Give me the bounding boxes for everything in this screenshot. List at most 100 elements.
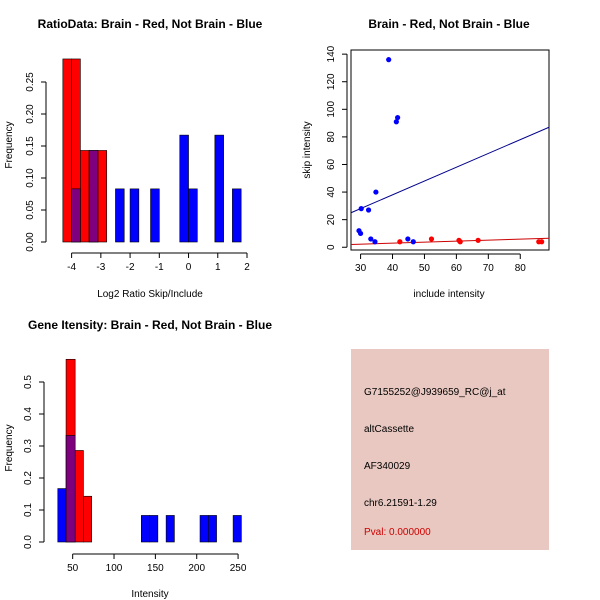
ratio-y-tick-label: 0.00: [25, 232, 36, 252]
intensity-y-tick-label: 0.1: [23, 503, 34, 517]
intensity-bars: [57, 358, 242, 543]
scatter-not-brain-point: [393, 119, 399, 125]
scatter-not-brain-point: [405, 236, 411, 242]
scatter-x-tick-label: 80: [515, 263, 527, 274]
intensity-histogram-panel: Gene Itensity: Brain - Red, Not Brain - …: [4, 318, 272, 600]
ratio-y-tick-label: 0.15: [25, 136, 36, 156]
ratio-not-brain-bar: [232, 188, 242, 243]
scatter-points: [356, 57, 545, 245]
scatter-panel: Brain - Red, Not Brain - Blue include in…: [302, 17, 550, 300]
intensity-x-axis-label: Intensity: [131, 589, 168, 600]
scatter-x-tick-label: 30: [355, 263, 367, 274]
ratio-y-tick-label: 0.20: [25, 104, 36, 124]
scatter-not-brain-point: [368, 236, 374, 242]
scatter-y-tick-label: 140: [326, 45, 337, 62]
ratio-not-brain-bar: [214, 134, 224, 243]
intensity-x-tick-label: 100: [106, 563, 123, 574]
scatter-not-brain-point: [395, 114, 401, 121]
intensity-y-tick-label: 0.3: [23, 439, 34, 453]
ratio-not-brain-bar: [179, 134, 189, 243]
ratio-brain-bar: [80, 150, 90, 243]
intensity-brain-bar: [74, 450, 84, 543]
scatter-x-tick-label: 40: [387, 263, 399, 274]
ratio-not-brain-bar: [129, 188, 140, 243]
scatter-brain-point: [428, 236, 435, 242]
scatter-x-tick-label: 50: [419, 263, 431, 274]
ratio-not-brain-bar: [150, 188, 160, 243]
ratio-x-tick-label: 1: [215, 262, 221, 273]
scatter-not-brain-point: [358, 206, 364, 212]
intensity-overlap-bar: [65, 435, 76, 543]
ratio-x-tick-label: -1: [155, 262, 164, 273]
ratio-y-tick-label: 0.05: [25, 200, 36, 220]
intensity-not-brain-bar: [165, 515, 175, 543]
scatter-brain-fit-line: [350, 237, 550, 245]
intensity-not-brain-bar: [232, 515, 242, 543]
intensity-y-tick-label: 0.2: [23, 471, 34, 485]
location-text: chr6.21591-1.29: [364, 498, 437, 509]
intensity-not-brain-bar: [57, 488, 67, 543]
intensity-not-brain-bar: [149, 515, 159, 543]
ratio-brain-bar: [62, 58, 72, 243]
intensity-not-brain-bar: [141, 515, 150, 543]
intensity-y-tick-label: 0.0: [23, 535, 34, 549]
ratio-x-axis-label: Log2 Ratio Skip/Include: [97, 289, 203, 300]
intensity-not-brain-bar: [199, 515, 209, 543]
event-type-text: altCassette: [364, 424, 415, 435]
pval-text: Pval: 0.000000: [364, 527, 431, 538]
intensity-not-brain-bar: [208, 515, 217, 543]
scatter-y-tick-label: 100: [326, 101, 337, 118]
ratio-axes: -4 -3 -2 -1 0 1 2 0.00 0.05 0.10 0.15 0.20 0.25: [25, 72, 250, 273]
ratio-not-brain-bar: [188, 188, 198, 243]
intensity-x-tick-label: 250: [230, 563, 247, 574]
ratio-overlap-bar: [88, 150, 99, 243]
scatter-x-tick-label: 70: [483, 263, 495, 274]
scatter-not-brain-point: [365, 207, 372, 213]
scatter-fit-lines: [350, 126, 550, 245]
scatter-y-tick-label: 40: [326, 186, 337, 198]
intensity-x-tick-label: 200: [188, 563, 205, 574]
scatter-not-brain-point: [410, 239, 416, 245]
scatter-y-tick-label: 60: [326, 158, 337, 170]
ratio-y-tick-label: 0.10: [25, 168, 36, 188]
scatter-chart-title: Brain - Red, Not Brain - Blue: [368, 17, 530, 31]
intensity-x-tick-label: 150: [147, 563, 164, 574]
ratio-x-tick-label: 0: [186, 262, 192, 273]
scatter-y-tick-label: 120: [326, 73, 337, 90]
gene-info-panel: G7155252@J939659_RC@j_at altCassette AF3…: [351, 349, 549, 550]
scatter-not-brain-point: [372, 239, 378, 245]
scatter-not-brain-point: [386, 57, 392, 63]
scatter-brain-point: [397, 239, 403, 245]
ratio-chart-title: RatioData: Brain - Red, Not Brain - Blue: [38, 17, 263, 31]
ratio-x-tick-label: 2: [244, 262, 250, 273]
ratio-histogram-panel: RatioData: Brain - Red, Not Brain - Blue…: [4, 17, 263, 300]
ratio-bars: [62, 58, 242, 243]
scatter-axes: 30 40 50 60 70 80 0 20 40 60 80 100 120 140: [326, 45, 526, 274]
scatter-x-tick-label: 60: [451, 263, 463, 274]
intensity-chart-title: Gene Itensity: Brain - Red, Not Brain - …: [28, 318, 272, 332]
intensity-y-tick-label: 0.4: [23, 407, 34, 421]
ratio-y-tick-label: 0.25: [25, 72, 36, 92]
scatter-plot-frame: [350, 49, 550, 251]
scatter-y-tick-label: 0: [326, 244, 337, 250]
scatter-not-brain-point: [373, 189, 379, 195]
intensity-y-axis-label: Frequency: [4, 424, 15, 471]
scatter-brain-point: [539, 239, 545, 245]
intensity-brain-bar: [83, 495, 92, 543]
ratio-x-tick-label: -2: [126, 262, 135, 273]
scatter-x-axis-label: include intensity: [413, 289, 484, 300]
scatter-y-tick-label: 20: [326, 214, 337, 226]
scatter-y-tick-label: 80: [326, 131, 337, 143]
intensity-axes: 50 100 150 200 250 0.0 0.1 0.2 0.3 0.4 0.5: [23, 375, 247, 574]
intensity-y-tick-label: 0.5: [23, 375, 34, 389]
accession-text: AF340029: [364, 461, 411, 472]
probe-id-text: G7155252@J939659_RC@j_at: [364, 387, 506, 398]
scatter-not-brain-fit-line: [350, 126, 550, 214]
ratio-x-tick-label: -3: [96, 262, 105, 273]
scatter-brain-point: [457, 239, 463, 245]
ratio-overlap-bar: [71, 188, 81, 243]
ratio-x-tick-label: -4: [67, 262, 76, 273]
intensity-x-tick-label: 50: [67, 563, 79, 574]
ratio-y-axis-label: Frequency: [4, 121, 15, 168]
